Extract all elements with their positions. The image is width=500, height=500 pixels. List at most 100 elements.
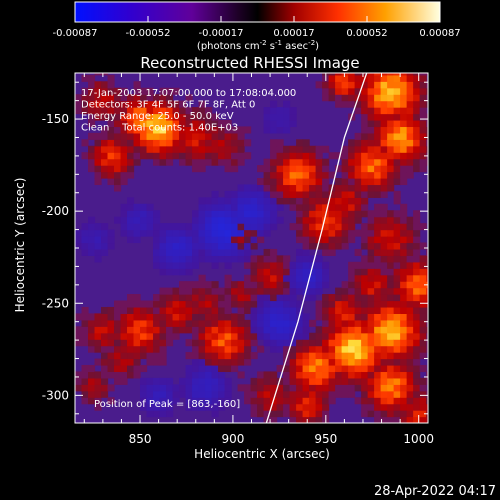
- heatmap-cell: [231, 319, 239, 327]
- heatmap-cell: [315, 203, 323, 211]
- heatmap-cell: [218, 345, 226, 353]
- heatmap-cell: [276, 216, 284, 224]
- heatmap-cell: [198, 281, 206, 289]
- heatmap-cell: [367, 248, 375, 256]
- heatmap-cell: [120, 364, 128, 373]
- heatmap-cell: [133, 332, 141, 340]
- heatmap-cell: [309, 377, 317, 385]
- heatmap-cell: [315, 223, 323, 231]
- heatmap-cell: [315, 390, 323, 398]
- heatmap-cell: [192, 113, 200, 121]
- heatmap-cell: [101, 223, 109, 231]
- heatmap-cell: [270, 390, 278, 398]
- heatmap-cell: [361, 152, 369, 160]
- heatmap-cell: [315, 229, 323, 237]
- heatmap-cell: [335, 184, 343, 192]
- heatmap-cell: [361, 410, 369, 418]
- heatmap-cell: [328, 248, 336, 256]
- heatmap-cell: [114, 171, 122, 179]
- heatmap-cell: [413, 319, 421, 327]
- heatmap-cell: [127, 145, 135, 153]
- heatmap-cell: [302, 165, 310, 173]
- heatmap-cell: [322, 300, 330, 308]
- heatmap-cell: [146, 352, 154, 360]
- heatmap-cell: [270, 158, 278, 166]
- heatmap-cell: [244, 339, 252, 347]
- heatmap-cell: [283, 268, 291, 276]
- heatmap-cell: [361, 223, 369, 231]
- heatmap-cell: [276, 339, 284, 347]
- heatmap-cell: [270, 210, 278, 218]
- heatmap-cell: [322, 203, 330, 211]
- heatmap-cell: [107, 165, 115, 173]
- heatmap-cell: [374, 358, 382, 366]
- heatmap-cell: [289, 313, 297, 321]
- heatmap-cell: [380, 352, 388, 360]
- heatmap-cell: [419, 152, 427, 160]
- x-tick-label: 950: [314, 432, 337, 446]
- heatmap-cell: [302, 313, 310, 321]
- heatmap-cell: [400, 74, 408, 82]
- heatmap-cell: [361, 300, 369, 308]
- heatmap-cell: [380, 416, 388, 423]
- heatmap-cell: [315, 190, 323, 198]
- heatmap-cell: [133, 306, 141, 314]
- heatmap-cell: [348, 74, 356, 82]
- heatmap-cell: [302, 358, 310, 366]
- heatmap-cell: [302, 371, 310, 379]
- heatmap-cell: [166, 223, 174, 231]
- heatmap-cell: [166, 397, 174, 405]
- heatmap-cell: [426, 332, 428, 340]
- heatmap-cell: [179, 255, 187, 263]
- heatmap-cell: [75, 313, 83, 321]
- heatmap-cell: [127, 294, 135, 302]
- heatmap-cell: [237, 158, 245, 166]
- heatmap-cell: [315, 397, 323, 405]
- heatmap-cell: [263, 165, 271, 173]
- heatmap-cell: [374, 268, 382, 276]
- heatmap-cell: [361, 107, 369, 115]
- heatmap-cell: [322, 81, 330, 89]
- heatmap-cell: [354, 371, 362, 379]
- heatmap-cell: [341, 145, 349, 153]
- heatmap-cell: [146, 403, 154, 411]
- heatmap-cell: [406, 113, 414, 121]
- heatmap-cell: [88, 74, 96, 82]
- heatmap-cell: [211, 403, 219, 411]
- heatmap-cell: [354, 197, 362, 205]
- heatmap-cell: [192, 132, 200, 140]
- heatmap-cell: [133, 210, 141, 218]
- heatmap-cell: [341, 171, 349, 179]
- heatmap-cell: [400, 100, 408, 108]
- heatmap-cell: [276, 287, 284, 295]
- heatmap-cell: [244, 203, 252, 211]
- heatmap-cell: [94, 171, 102, 179]
- heatmap-cell: [400, 145, 408, 153]
- heatmap-cell: [387, 223, 395, 231]
- heatmap-cell: [101, 107, 109, 115]
- heatmap-cell: [413, 113, 421, 121]
- heatmap-cell: [179, 313, 187, 321]
- heatmap-cell: [211, 132, 219, 140]
- heatmap-cell: [198, 139, 206, 147]
- heatmap-cell: [244, 126, 252, 134]
- heatmap-cell: [185, 107, 193, 115]
- heatmap-cell: [127, 94, 135, 102]
- heatmap-cell: [348, 216, 356, 224]
- heatmap-cell: [315, 384, 323, 392]
- heatmap-cell: [237, 371, 245, 379]
- heatmap-cell: [94, 94, 102, 102]
- heatmap-cell: [361, 294, 369, 302]
- heatmap-cell: [426, 319, 428, 327]
- heatmap-cell: [406, 236, 414, 244]
- heatmap-cell: [393, 81, 401, 89]
- heatmap-cell: [198, 300, 206, 308]
- annotation-block: 17-Jan-2003 17:07:00.000 to 17:08:04.000…: [81, 88, 296, 134]
- heatmap-cell: [309, 223, 317, 231]
- heatmap-cell: [107, 107, 115, 115]
- heatmap-cell: [387, 403, 395, 411]
- heatmap-cell: [198, 313, 206, 321]
- heatmap-cell: [107, 358, 115, 366]
- heatmap-cell: [270, 410, 278, 418]
- heatmap-cell: [107, 113, 115, 121]
